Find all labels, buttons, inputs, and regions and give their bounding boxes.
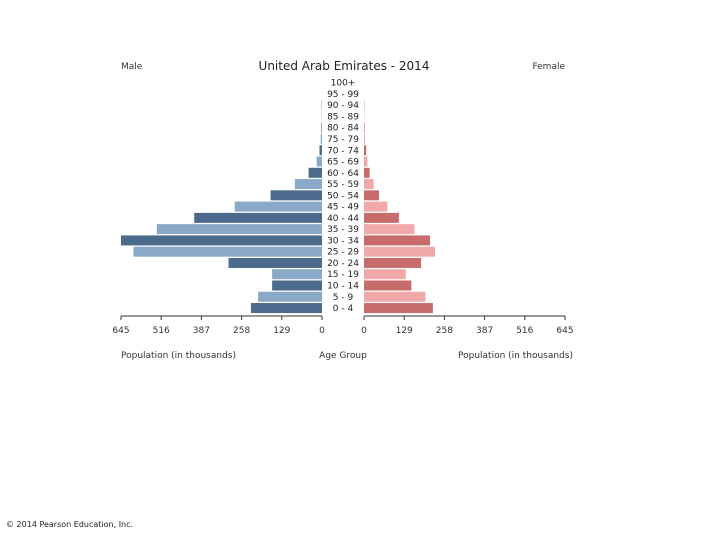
male-bar-17 <box>272 269 322 280</box>
tick-right-2-label: 258 <box>436 326 453 336</box>
tick-left-0-label: 645 <box>112 326 129 336</box>
male-bar-7 <box>316 156 322 167</box>
tick-right-4-label: 516 <box>516 326 533 336</box>
bars-group <box>121 100 436 314</box>
tick-left-5-label: 0 <box>319 326 325 336</box>
male-bar-16 <box>228 257 322 268</box>
male-bar-9 <box>294 179 322 190</box>
female-bar-11 <box>364 201 388 212</box>
male-bar-8 <box>308 167 322 178</box>
age-label-19: 5 - 9 <box>333 293 354 303</box>
age-label-2: 90 - 94 <box>327 101 359 111</box>
female-bar-15 <box>364 246 436 257</box>
male-bar-11 <box>234 201 322 212</box>
age-label-15: 25 - 29 <box>327 248 359 258</box>
male-label: Male <box>121 62 143 72</box>
age-label-6: 70 - 74 <box>327 146 359 156</box>
age-label-5: 75 - 79 <box>327 135 359 145</box>
tick-left-4-label: 129 <box>273 326 290 336</box>
female-bar-5 <box>364 133 365 144</box>
age-label-1: 95 - 99 <box>327 90 359 100</box>
age-label-14: 30 - 34 <box>327 236 359 246</box>
male-bar-14 <box>121 235 322 246</box>
age-label-12: 40 - 44 <box>327 214 359 224</box>
male-bar-5 <box>320 133 322 144</box>
female-bar-16 <box>364 257 422 268</box>
female-bar-10 <box>364 190 379 201</box>
female-label: Female <box>532 62 565 72</box>
female-bar-4 <box>364 122 365 133</box>
tick-right-3-label: 387 <box>476 326 493 336</box>
male-bar-6 <box>319 145 322 156</box>
age-label-17: 15 - 19 <box>327 270 359 280</box>
age-label-9: 55 - 59 <box>327 180 359 190</box>
male-bar-12 <box>194 212 322 223</box>
x-axis-label-male: Population (in thousands) <box>121 351 236 361</box>
axis-ticks-group: 645 516 387 258 129 0 0 129 258 387 516 645 <box>112 316 574 336</box>
age-label-4: 80 - 84 <box>327 124 359 134</box>
x-axis-label-female: Population (in thousands) <box>458 351 573 361</box>
female-bar-17 <box>364 269 406 280</box>
male-bar-20 <box>250 303 322 314</box>
tick-right-0-label: 0 <box>361 326 367 336</box>
male-bar-18 <box>272 280 322 291</box>
center-axis-label: Age Group <box>319 351 367 361</box>
male-bar-13 <box>156 224 322 235</box>
age-label-20: 0 - 4 <box>333 304 354 314</box>
tick-left-1-label: 516 <box>153 326 170 336</box>
male-bar-15 <box>133 246 322 257</box>
age-label-7: 65 - 69 <box>327 158 359 168</box>
female-bar-13 <box>364 224 415 235</box>
chart-title: United Arab Emirates - 2014 <box>259 59 430 73</box>
age-label-16: 20 - 24 <box>327 259 359 269</box>
female-bar-20 <box>364 303 433 314</box>
tick-right-5-label: 645 <box>556 326 573 336</box>
female-bar-18 <box>364 280 412 291</box>
tick-left-3-label: 258 <box>233 326 250 336</box>
male-bar-10 <box>270 190 322 201</box>
age-label-18: 10 - 14 <box>327 281 359 291</box>
age-label-13: 35 - 39 <box>327 225 359 235</box>
age-label-3: 85 - 89 <box>327 112 359 122</box>
female-bar-14 <box>364 235 431 246</box>
female-bar-19 <box>364 291 426 302</box>
male-bar-19 <box>258 291 322 302</box>
female-bar-12 <box>364 212 399 223</box>
age-label-0: 100+ <box>331 79 356 89</box>
age-label-11: 45 - 49 <box>327 203 359 213</box>
age-label-10: 50 - 54 <box>327 191 359 201</box>
tick-right-1-label: 129 <box>396 326 413 336</box>
female-bar-9 <box>364 179 374 190</box>
copyright-notice: © 2014 Pearson Education, Inc. <box>6 520 134 529</box>
tick-left-2-label: 387 <box>193 326 210 336</box>
age-label-8: 60 - 64 <box>327 169 359 179</box>
female-bar-7 <box>364 156 368 167</box>
female-bar-8 <box>364 167 370 178</box>
female-bar-6 <box>364 145 367 156</box>
male-bar-4 <box>321 122 322 133</box>
